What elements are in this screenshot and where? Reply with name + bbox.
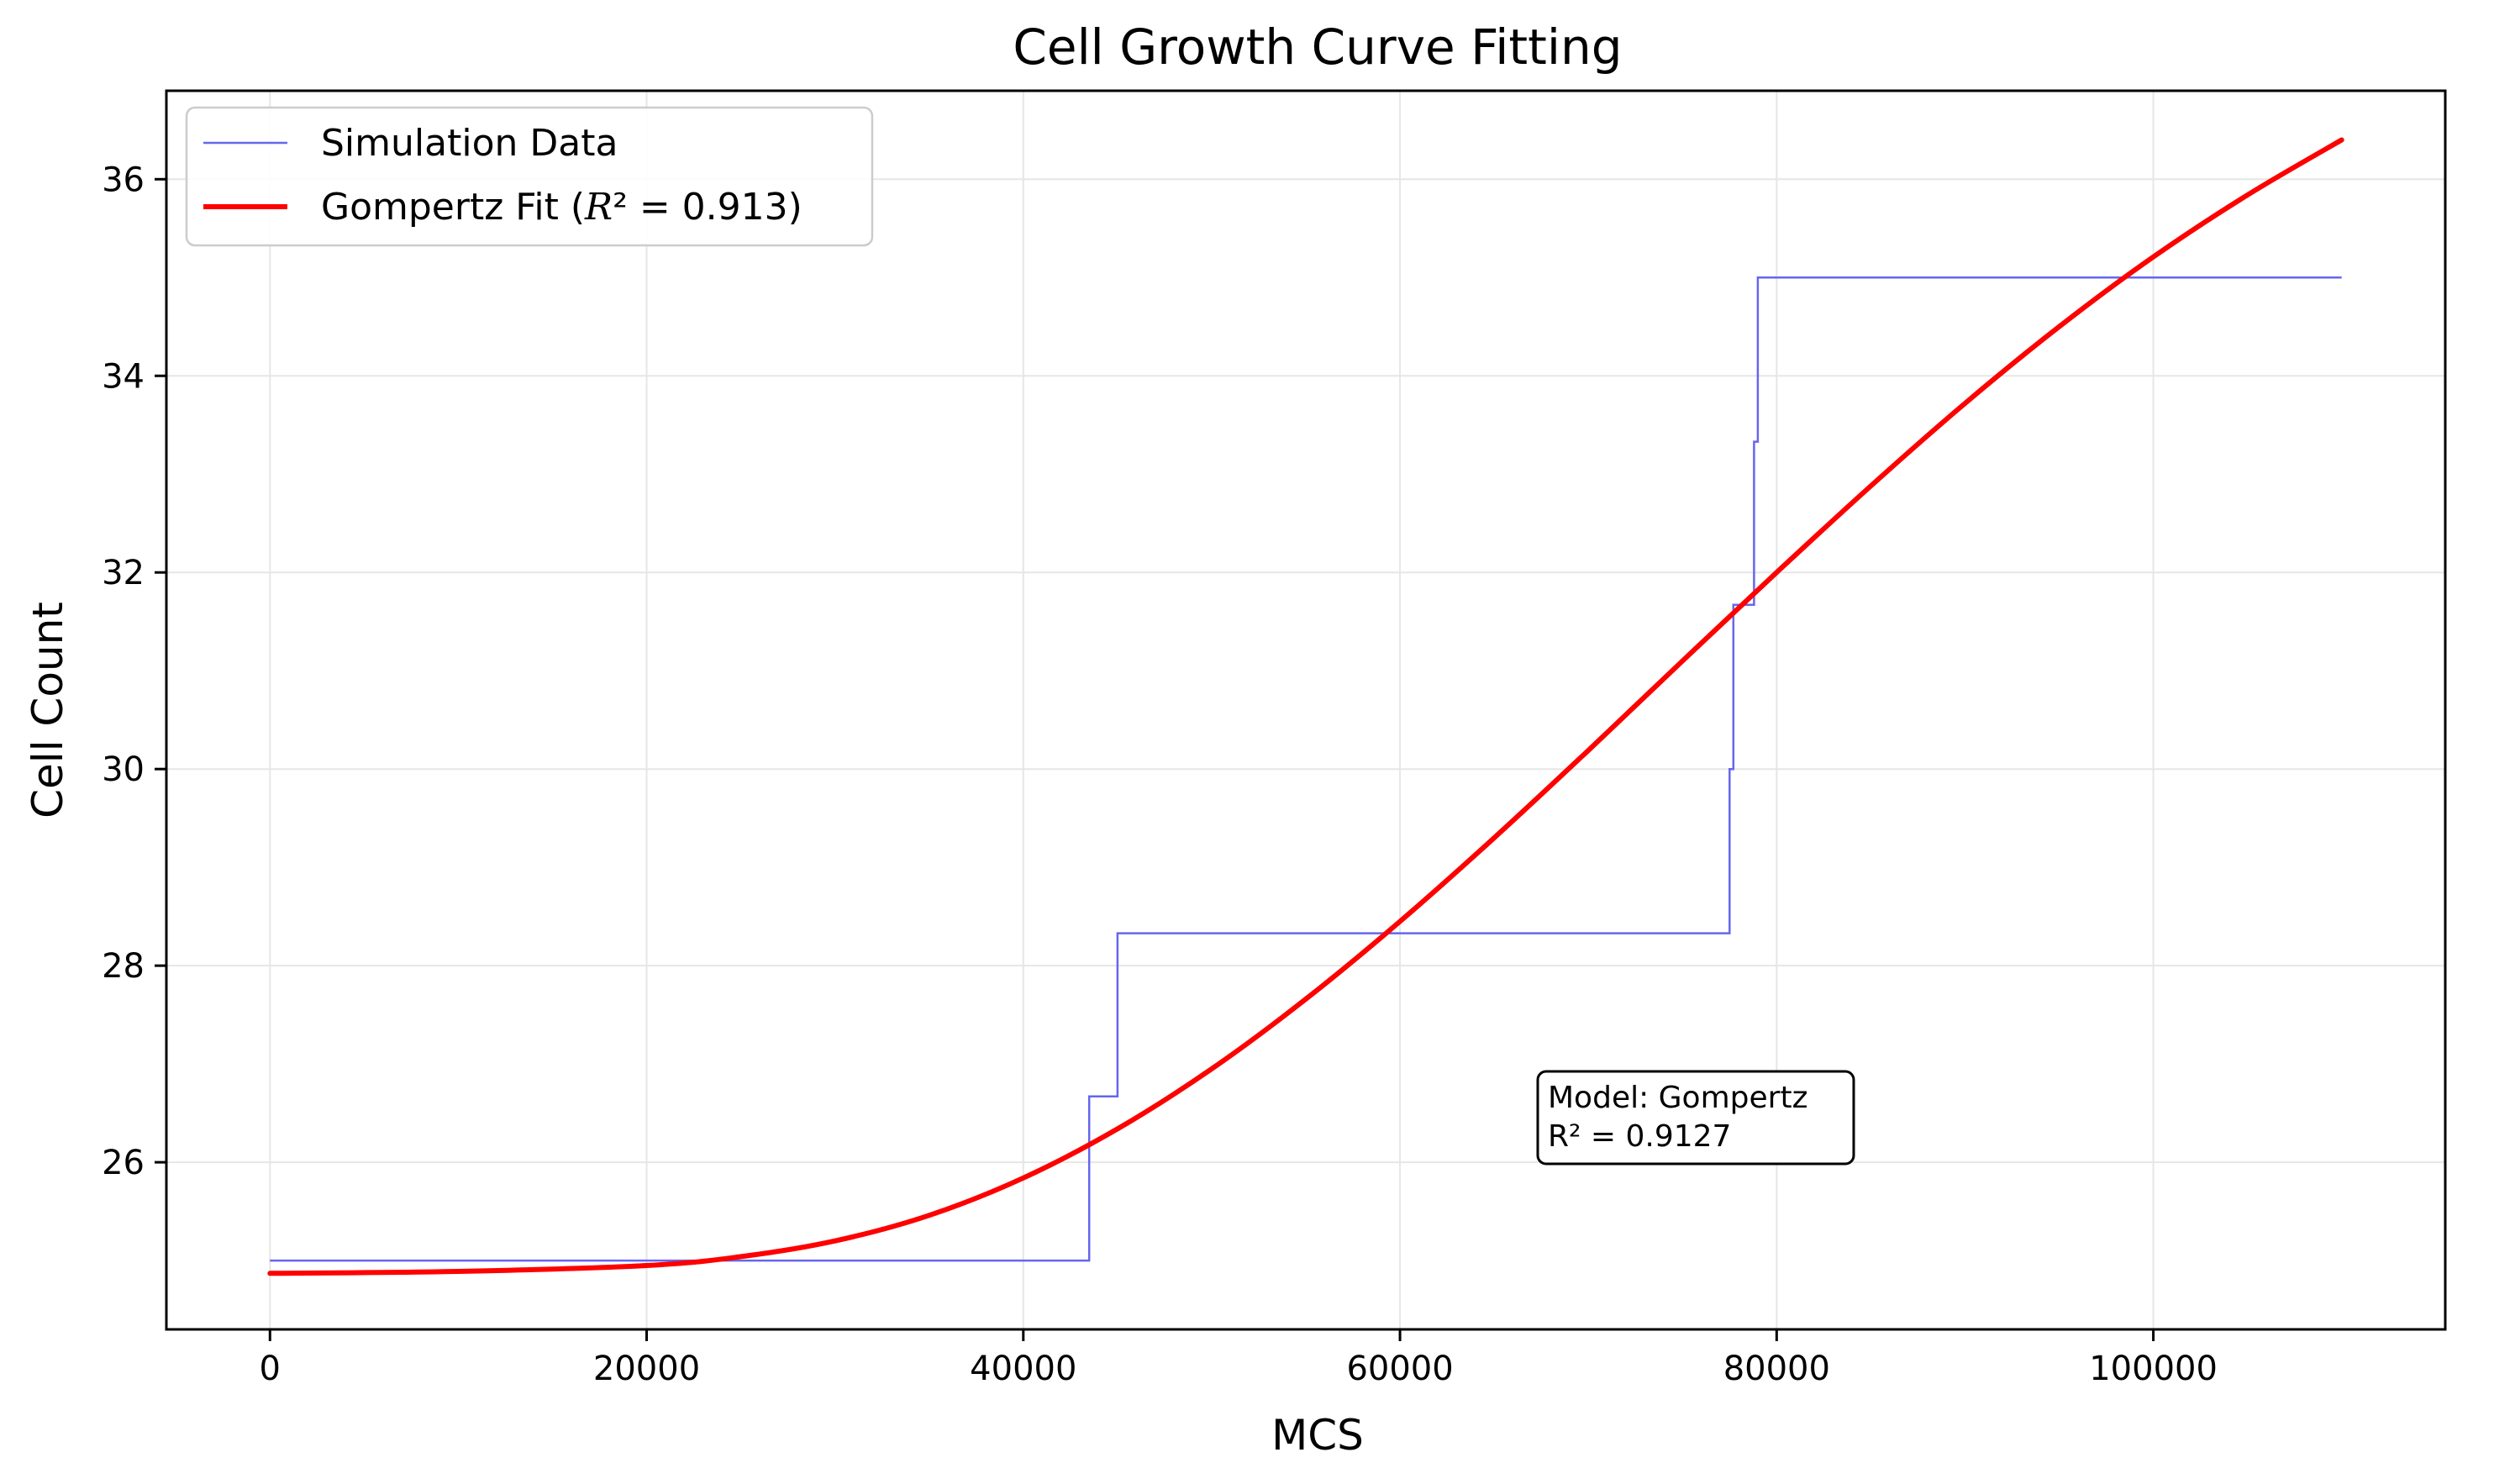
x-tick-label: 100000 bbox=[2089, 1350, 2218, 1388]
legend-fit-label: Gompertz Fit (R² = 0.913) bbox=[321, 186, 802, 229]
y-tick-label: 30 bbox=[102, 750, 145, 789]
legend: Simulation Data Gompertz Fit (R² = 0.913… bbox=[185, 106, 874, 247]
legend-box bbox=[185, 106, 874, 247]
y-axis: 26 28 30 32 34 36 bbox=[102, 161, 166, 1182]
simulation-data-line bbox=[270, 276, 2342, 1262]
grid bbox=[166, 91, 2445, 1329]
annotation-box bbox=[1536, 1070, 1855, 1166]
annotation-line-2: R² = 0.9127 bbox=[1548, 1119, 1731, 1154]
y-axis-label: Cell Count bbox=[24, 602, 72, 818]
plot-area bbox=[267, 137, 2344, 1276]
x-tick-label: 60000 bbox=[1346, 1350, 1453, 1388]
annotation: Model: Gompertz R² = 0.9127 bbox=[1536, 1070, 1855, 1166]
y-tick-label: 26 bbox=[102, 1144, 145, 1182]
x-tick-label: 40000 bbox=[970, 1350, 1076, 1388]
gompertz-fit-line bbox=[267, 137, 2344, 1276]
chart-title: Cell Growth Curve Fitting bbox=[1013, 18, 1622, 76]
y-tick-label: 28 bbox=[102, 947, 145, 986]
y-tick-label: 34 bbox=[102, 357, 145, 396]
y-tick-label: 32 bbox=[102, 554, 145, 592]
x-tick-label: 20000 bbox=[593, 1350, 700, 1388]
axes-frame bbox=[165, 89, 2447, 1331]
x-axis-label: MCS bbox=[1271, 1411, 1364, 1460]
x-axis: 0 20000 40000 60000 80000 100000 bbox=[260, 1329, 2218, 1388]
x-tick-label: 80000 bbox=[1723, 1350, 1830, 1388]
legend-simulation-label: Simulation Data bbox=[321, 122, 618, 165]
y-tick-label: 36 bbox=[102, 161, 145, 199]
annotation-line-1: Model: Gompertz bbox=[1548, 1081, 1807, 1115]
x-tick-label: 0 bbox=[260, 1350, 281, 1388]
